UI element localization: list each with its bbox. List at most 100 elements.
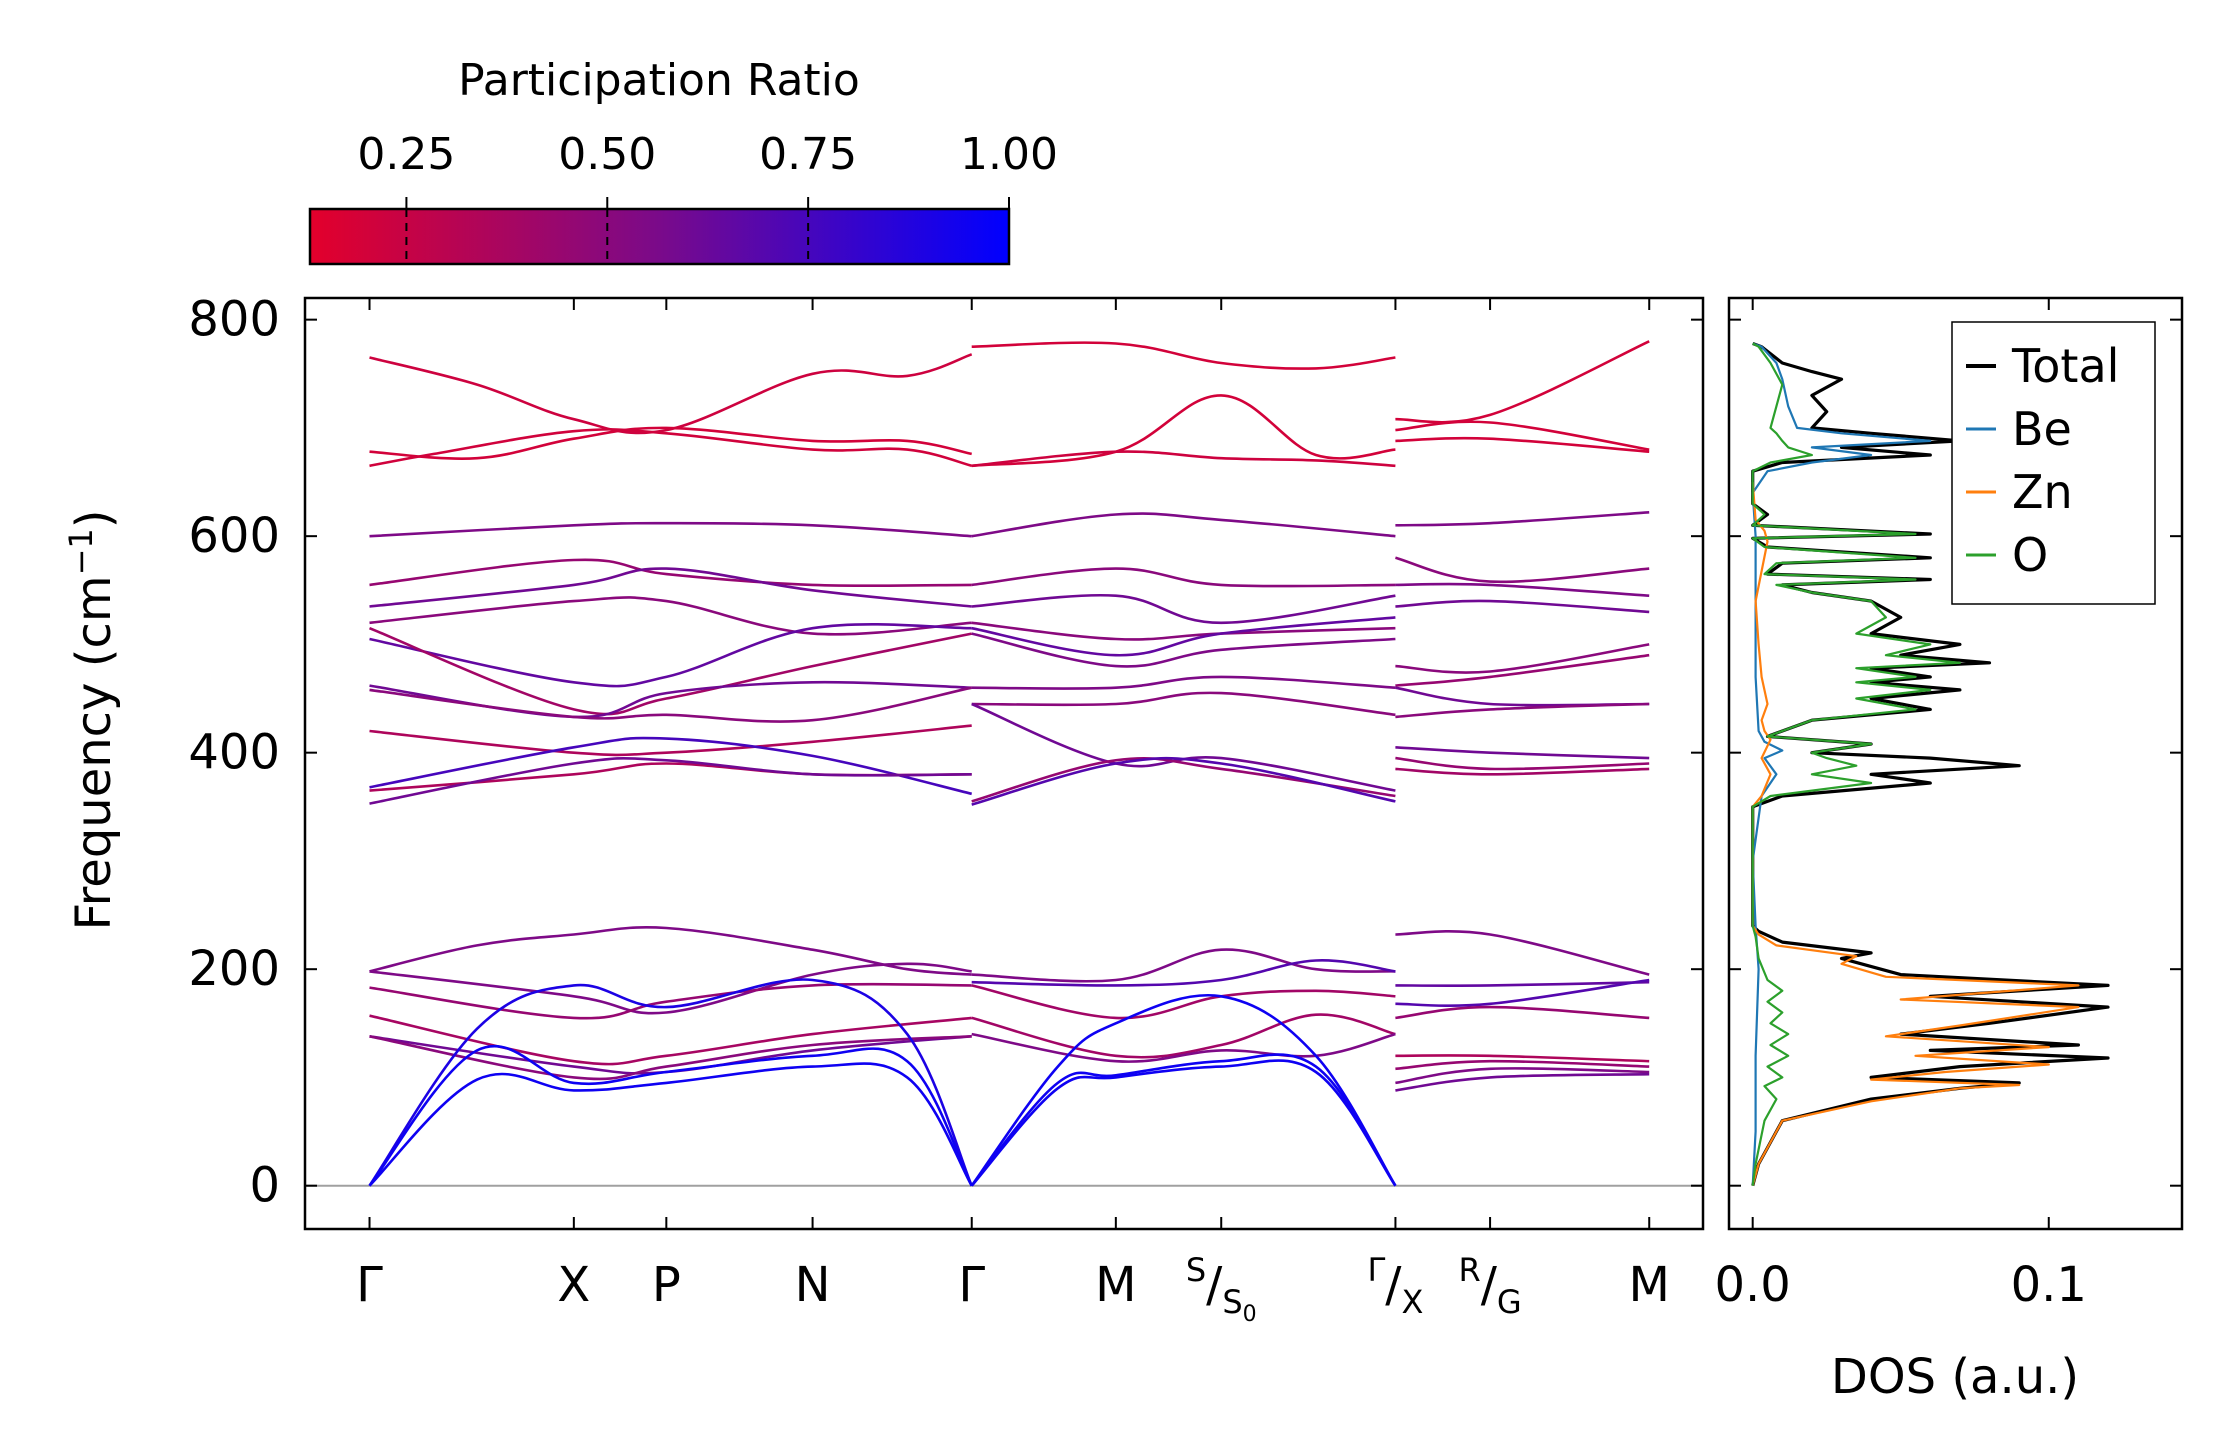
phonon-band	[369, 567, 972, 608]
phonon-band	[1395, 930, 1650, 976]
phonon-band	[369, 686, 972, 723]
colorbar-tick-label: 0.50	[558, 129, 656, 180]
phonon-band	[1395, 1054, 1650, 1063]
phonon-band	[971, 1013, 1396, 1059]
phonon-band	[369, 736, 973, 796]
phonon-band	[971, 450, 1396, 468]
phonon-band	[1395, 599, 1650, 614]
phonon-band	[971, 593, 1396, 625]
dos-panel: 0.0 0.1 DOS (a.u.) Total Be Zn O	[1715, 296, 2184, 1405]
phonon-band	[1395, 556, 1650, 584]
phonon-band	[369, 623, 972, 688]
phonon-band	[1395, 436, 1650, 453]
phonon-band	[369, 521, 972, 538]
phonon-band	[369, 428, 973, 468]
colorbar-ticks: 0.25 0.50 0.75 1.00	[357, 129, 1058, 264]
frequency-tick-label: 600	[188, 508, 280, 564]
k-point-label: Γ/X	[1367, 1251, 1423, 1321]
k-path-axis-ticks: Γ X P N Γ M S/S0 Γ/X R/G M	[356, 298, 1670, 1327]
dos-lines	[1751, 341, 2110, 1187]
k-point-label: M	[1629, 1257, 1670, 1313]
k-point-label: Γ	[356, 1257, 383, 1313]
phonon-band	[971, 632, 1396, 668]
phonon-band	[369, 680, 972, 719]
k-point-label: N	[795, 1257, 831, 1313]
k-point-label: R/G	[1458, 1251, 1521, 1321]
dos-axis-label: DOS (a.u.)	[1831, 1349, 2079, 1405]
band-structure-panel: 0 200 400 600 800 Γ X P N Γ M S/S0 Γ/X R/G M Frequenc…	[62, 292, 1705, 1327]
phonon-band	[369, 426, 972, 460]
phonon-band	[1395, 702, 1650, 719]
colorbar-gradient	[308, 207, 1011, 266]
phonon-band	[1395, 643, 1650, 674]
frequency-axis-ticks: 0 200 400 600 800	[188, 292, 1703, 1214]
phonon-band	[369, 353, 973, 435]
legend-label: Zn	[2012, 465, 2073, 519]
phonon-band	[369, 982, 972, 1020]
phonon-band	[970, 1059, 1397, 1187]
legend-items: Total Be Zn O	[1966, 339, 2119, 582]
phonon-band	[970, 994, 1397, 1187]
phonon-band	[1395, 756, 1650, 771]
phonon-band	[971, 512, 1396, 538]
phonon-band	[369, 926, 972, 976]
band-lines	[368, 340, 1650, 1187]
k-point-label: X	[557, 1257, 590, 1313]
phonon-band	[369, 724, 972, 757]
dos-curve-zn	[1751, 481, 2080, 1186]
dos-legend: Total Be Zn O	[1951, 321, 2156, 605]
k-point-label: Γ	[958, 1257, 985, 1313]
phonon-band	[1395, 653, 1650, 687]
phonon-band	[1395, 980, 1650, 987]
phonon-band	[971, 984, 1396, 1020]
phonon-band	[369, 1035, 972, 1081]
dos-axis-ticks: 0.0 0.1	[1715, 298, 2182, 1313]
phonon-band	[1395, 582, 1650, 597]
phonon-band	[971, 616, 1396, 657]
phonon-band	[1395, 767, 1650, 776]
phonon-band	[970, 1053, 1397, 1187]
dos-x-tick-label: 0.1	[2011, 1257, 2087, 1313]
dos-x-tick-label: 0.0	[1715, 1257, 1791, 1313]
phonon-band	[1395, 511, 1650, 527]
phonon-band	[971, 675, 1396, 690]
phonon-band	[971, 691, 1396, 717]
phonon-band	[369, 596, 972, 636]
phonon-band	[971, 756, 1396, 803]
phonon-band	[1395, 978, 1650, 1007]
phonon-band	[369, 1014, 972, 1066]
colorbar-tick-label: 1.00	[960, 129, 1058, 180]
frequency-tick-label: 400	[188, 725, 280, 781]
legend-label: Total	[2011, 339, 2119, 393]
phonon-band	[1395, 686, 1650, 707]
phonon-band	[1395, 746, 1650, 760]
phonon-band	[971, 948, 1396, 983]
phonon-band	[369, 626, 972, 716]
colorbar-tick-label: 0.75	[759, 129, 857, 180]
phonon-band	[971, 1032, 1396, 1063]
phonon-band	[1395, 1067, 1650, 1085]
dos-curve-o	[1751, 342, 1961, 1186]
phonon-band	[369, 962, 972, 1015]
k-point-label: P	[652, 1257, 681, 1313]
colorbar: Participation Ratio 0.25 0.50 0.75 1.00	[308, 55, 1058, 266]
band-frame	[303, 296, 1705, 1231]
phonon-band	[1395, 1005, 1650, 1020]
colorbar-title: Participation Ratio	[458, 55, 860, 106]
phonon-band	[369, 762, 972, 792]
legend-label: Be	[2012, 402, 2072, 456]
k-point-label: M	[1095, 1257, 1136, 1313]
phonon-band	[368, 978, 973, 1187]
phonon-band	[369, 558, 972, 588]
phonon-band	[1395, 420, 1650, 451]
phonon-band	[971, 959, 1396, 987]
phonon-band	[369, 756, 972, 805]
phonon-band	[1395, 1072, 1650, 1092]
colorbar-tick-label: 0.25	[357, 129, 455, 180]
k-point-label: S/S0	[1186, 1251, 1257, 1327]
phonon-band	[971, 394, 1396, 468]
phonon-band	[368, 1062, 973, 1187]
phonon-band	[971, 756, 1396, 806]
dos-frame	[1727, 296, 2184, 1231]
